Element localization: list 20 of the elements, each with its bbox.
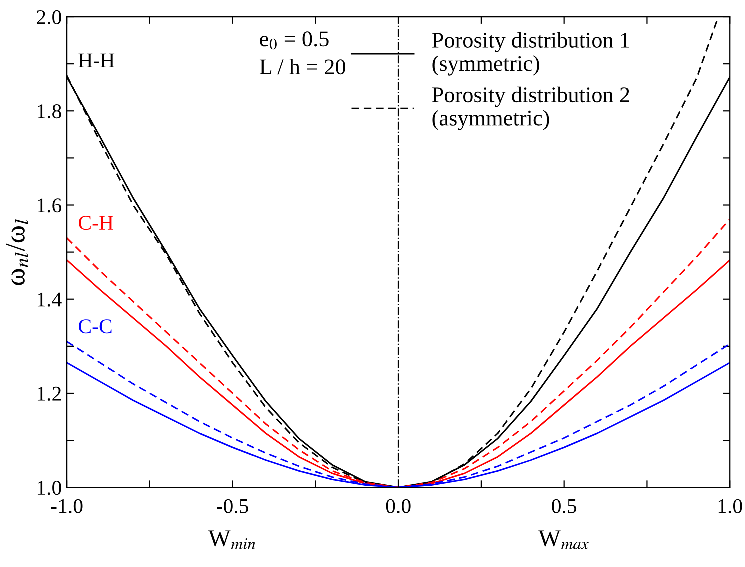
text: W$_{min}$ [208,530,256,550]
annotation: C-H [79,216,114,230]
y-tick-label: 1.0 [38,480,62,496]
y-tick-label: 1.6 [38,198,62,213]
y-tick-label: 1.8 [38,104,62,119]
x-tick-label: -1.0 [51,499,83,514]
legend-label: Porosity distribution 1 (symmetric) [432,32,630,76]
x-tick-label: 0.0 [386,499,411,514]
x-tick-label: -0.5 [217,499,248,514]
y-tick-label: 1.2 [38,386,62,402]
y-axis-title: ω$_{nl}$/ω$_{l}$ [6,220,29,286]
legend-label: Porosity distribution 2 (asymmetric) [432,86,630,130]
annotation: H-H [78,54,115,68]
annotation: C-C [79,320,112,334]
y-tick-label: 1.4 [38,292,62,307]
annotation: e$_{0}$ = 0.5 L / h = 20 [260,32,346,75]
x-tick-label: 1.0 [718,499,742,514]
x-tick-label: 0.5 [552,499,577,514]
y-tick-label: 2.0 [37,10,62,25]
text: W$_{max}$ [538,530,589,550]
